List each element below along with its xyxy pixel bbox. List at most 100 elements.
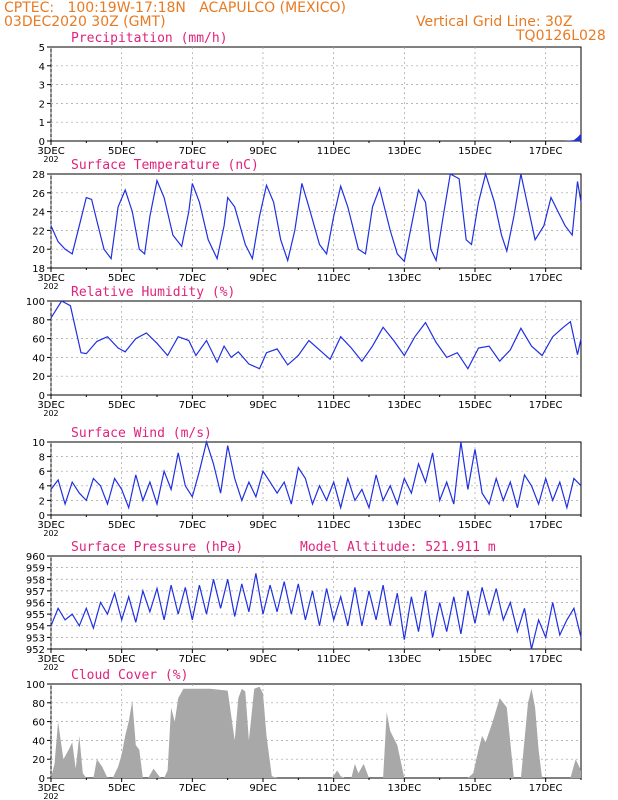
model-code: TQ0126L028	[516, 28, 606, 44]
cloud-xtick-label: 11DEC	[317, 783, 351, 794]
rh-xtick-label: 17DEC	[529, 400, 563, 411]
temp-xtick-label: 11DEC	[317, 273, 351, 284]
cloud-ytick-label: 0	[39, 774, 45, 785]
rh-ytick-label: 60	[32, 335, 45, 346]
pres-xtick-label: 11DEC	[317, 654, 351, 665]
pres-xtick-label: 15DEC	[458, 654, 492, 665]
cloud-panel	[47, 683, 582, 782]
rh-xtick-label: 5DEC	[108, 400, 135, 411]
cloud-ytick-label: 40	[32, 736, 45, 747]
temp-ytick-label: 22	[32, 226, 45, 237]
pres-ytick-label: 952	[26, 645, 45, 656]
wind-ytick-label: 8	[39, 453, 45, 464]
rh-xtick-label: 15DEC	[458, 400, 492, 411]
pres-ytick-label: 957	[26, 587, 45, 598]
temp-xtick-label: 13DEC	[387, 273, 421, 284]
cloud-ytick-label: 20	[32, 755, 45, 766]
pres-xtick-label: 13DEC	[387, 654, 421, 665]
rh-ytick-label: 40	[32, 353, 45, 364]
temp-title: Surface Temperature (nC)	[71, 158, 259, 173]
cloud-xtick-label: 17DEC	[529, 783, 563, 794]
temp-ytick-label: 20	[32, 245, 45, 256]
wind-xtick-label: 13DEC	[387, 520, 421, 531]
temp-xtick-label: 15DEC	[458, 273, 492, 284]
rh-ytick-label: 100	[26, 297, 45, 308]
temp-xtick-label: 17DEC	[529, 273, 563, 284]
cloud-xtick-label: 15DEC	[458, 783, 492, 794]
precip-xtick-label: 15DEC	[458, 146, 492, 157]
temp-line	[50, 171, 582, 263]
precip-ytick-label: 3	[39, 81, 45, 92]
cloud-xtick-label: 9DEC	[249, 783, 276, 794]
wind-frame	[50, 441, 582, 516]
precip-ytick-label: 2	[39, 99, 45, 110]
rh-xtick-label: 9DEC	[249, 400, 276, 411]
cloud-title: Cloud Cover (%)	[71, 668, 188, 683]
wind-ytick-label: 2	[39, 496, 45, 507]
precip-area	[51, 133, 581, 141]
temp-ytick-label: 28	[32, 170, 45, 181]
wind-xtick-label: 11DEC	[317, 520, 351, 531]
rh-ytick-label: 20	[32, 372, 45, 383]
pres-ytick-label: 955	[26, 610, 45, 621]
temp-xtick-label: 7DEC	[179, 273, 206, 284]
wind-xtick-label: 17DEC	[529, 520, 563, 531]
pres-xtick-label: 5DEC	[108, 654, 135, 665]
rh-year-label: 202	[43, 409, 58, 418]
rh-line	[50, 300, 582, 370]
rh-xtick-label: 13DEC	[387, 400, 421, 411]
wind-ytick-label: 6	[39, 467, 45, 478]
temp-xtick-label: 9DEC	[249, 273, 276, 284]
precip-xtick-label: 17DEC	[529, 146, 563, 157]
wind-xtick-label: 7DEC	[179, 520, 206, 531]
temp-xtick-label: 3DEC	[37, 273, 64, 284]
wind-xtick-label: 9DEC	[249, 520, 276, 531]
wind-ytick-label: 0	[39, 511, 45, 522]
pres-ytick-label: 954	[26, 622, 45, 633]
precip-panel	[47, 46, 582, 145]
pres-xtick-label: 9DEC	[249, 654, 276, 665]
pres-title: Surface Pressure (hPa)	[71, 540, 243, 555]
rh-ytick-label: 80	[32, 316, 45, 327]
precip-ytick-label: 5	[39, 43, 45, 54]
wind-ytick-label: 10	[32, 438, 45, 449]
location-header: CPTEC: 100:19W-17:18N ACAPULCO (MEXICO)	[4, 0, 346, 16]
rh-ytick-label: 0	[39, 391, 45, 402]
pres-xtick-label: 7DEC	[179, 654, 206, 665]
wind-panel	[47, 439, 582, 519]
pres-ytick-label: 953	[26, 633, 45, 644]
precip-xtick-label: 13DEC	[387, 146, 421, 157]
wind-xtick-label: 15DEC	[458, 520, 492, 531]
precip-title: Precipitation (mm/h)	[71, 31, 228, 46]
rh-xtick-label: 3DEC	[37, 400, 64, 411]
temp-ytick-label: 18	[32, 264, 45, 275]
precip-xtick-label: 9DEC	[249, 146, 276, 157]
pres-note: Model Altitude: 521.911 m	[300, 540, 496, 555]
pres-line	[50, 573, 582, 650]
grid-note: Vertical Grid Line: 30Z	[416, 14, 573, 30]
precip-ytick-label: 4	[39, 62, 45, 73]
cloud-ytick-label: 80	[32, 699, 45, 710]
cloud-xtick-label: 5DEC	[108, 783, 135, 794]
precip-year-label: 202	[43, 155, 58, 164]
date-header: 03DEC2020 30Z (GMT)	[4, 14, 166, 30]
precip-ytick-label: 1	[39, 118, 45, 129]
rh-title: Relative Humidity (%)	[71, 285, 235, 300]
precip-xtick-label: 3DEC	[37, 146, 64, 157]
precip-xtick-label: 7DEC	[179, 146, 206, 157]
rh-panel	[47, 300, 582, 399]
pres-ytick-label: 956	[26, 599, 45, 610]
pres-ytick-label: 960	[26, 552, 45, 563]
wind-xtick-label: 5DEC	[108, 520, 135, 531]
wind-line	[50, 439, 582, 511]
cloud-area	[51, 686, 581, 778]
wind-title: Surface Wind (m/s)	[71, 426, 212, 441]
cloud-ytick-label: 100	[26, 680, 45, 691]
wind-ytick-label: 4	[39, 482, 45, 493]
rh-xtick-label: 7DEC	[179, 400, 206, 411]
cloud-xtick-label: 7DEC	[179, 783, 206, 794]
pres-ytick-label: 958	[26, 575, 45, 586]
precip-xtick-label: 5DEC	[108, 146, 135, 157]
